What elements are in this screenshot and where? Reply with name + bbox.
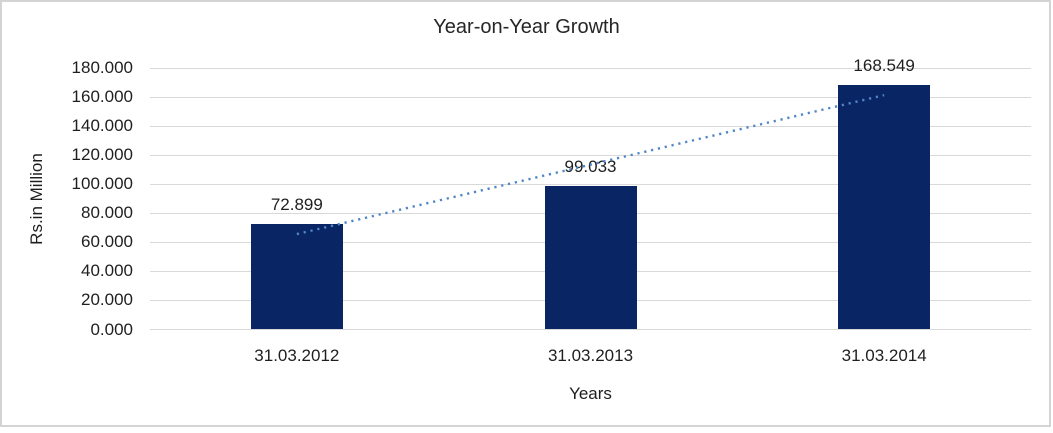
data-label: 99.033 xyxy=(564,156,617,176)
bar xyxy=(544,185,637,330)
y-tick-label: 0.000 xyxy=(90,319,133,339)
y-tick-label: 40.000 xyxy=(81,261,133,281)
bar xyxy=(250,223,343,330)
y-tick-label: 160.000 xyxy=(71,87,133,107)
x-category-label: 31.03.2014 xyxy=(841,346,927,365)
y-tick-label: 140.000 xyxy=(71,116,133,136)
y-tick-label: 20.000 xyxy=(81,290,133,310)
x-category-label: 31.03.2012 xyxy=(254,346,340,365)
gridline xyxy=(150,329,1031,330)
y-tick-label: 80.000 xyxy=(81,203,133,223)
gridline xyxy=(150,67,1031,69)
chart-title: Year-on-Year Growth xyxy=(433,16,620,38)
y-tick-label: 60.000 xyxy=(81,232,133,252)
y-tick-label: 120.000 xyxy=(71,145,133,165)
x-axis-title: Years xyxy=(569,384,612,403)
y-tick-label: 180.000 xyxy=(71,58,133,77)
bar xyxy=(838,84,931,330)
y-tick-label: 100.000 xyxy=(71,174,133,194)
x-category-label: 31.03.2013 xyxy=(547,346,634,365)
y-axis-title: Rs.in Million xyxy=(27,153,46,245)
data-label: 168.549 xyxy=(853,55,915,75)
data-label: 72.899 xyxy=(270,194,323,214)
